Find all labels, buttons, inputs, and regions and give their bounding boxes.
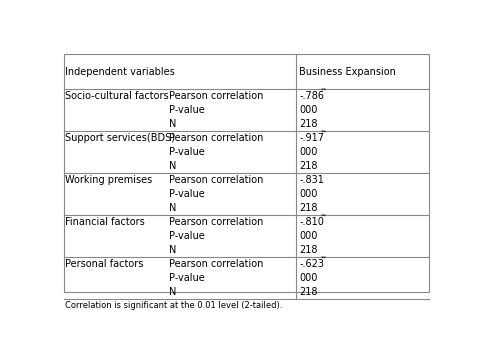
Text: 000: 000 [299, 105, 318, 115]
Text: Pearson correlation: Pearson correlation [170, 133, 264, 143]
Text: **: ** [320, 130, 327, 135]
Text: Financial factors: Financial factors [65, 217, 145, 227]
Text: N: N [170, 287, 177, 297]
Text: 218: 218 [299, 161, 318, 171]
Text: **: ** [320, 256, 327, 260]
Text: 218: 218 [299, 203, 318, 213]
Text: Personal factors: Personal factors [65, 259, 143, 269]
Text: -.831: -.831 [299, 175, 324, 185]
Text: Correlation is significant at the 0.01 level (2-tailed).: Correlation is significant at the 0.01 l… [65, 301, 282, 310]
Text: P-value: P-value [170, 189, 205, 199]
Text: -.917: -.917 [299, 133, 324, 143]
Text: Pearson correlation: Pearson correlation [170, 91, 264, 101]
Text: Pearson correlation: Pearson correlation [170, 217, 264, 227]
Text: P-value: P-value [170, 105, 205, 115]
Text: 000: 000 [299, 189, 318, 199]
Text: -.786: -.786 [299, 91, 324, 101]
Text: Support services(BDS): Support services(BDS) [65, 133, 175, 143]
Text: -.810: -.810 [299, 217, 324, 227]
Text: Independent variables: Independent variables [65, 67, 174, 77]
Text: Pearson correlation: Pearson correlation [170, 175, 264, 185]
Text: N: N [170, 203, 177, 213]
Text: 218: 218 [299, 287, 318, 297]
Text: **: ** [320, 214, 327, 219]
Text: 218: 218 [299, 245, 318, 255]
Text: P-value: P-value [170, 147, 205, 157]
Text: 000: 000 [299, 147, 318, 157]
Text: 000: 000 [299, 273, 318, 283]
Text: N: N [170, 161, 177, 171]
Text: -.623: -.623 [299, 259, 324, 269]
Text: Business Expansion: Business Expansion [299, 67, 396, 77]
Text: 000: 000 [299, 231, 318, 241]
Text: 218: 218 [299, 119, 318, 129]
Text: N: N [170, 245, 177, 255]
Text: Socio-cultural factors: Socio-cultural factors [65, 91, 168, 101]
Text: P-value: P-value [170, 273, 205, 283]
Text: Pearson correlation: Pearson correlation [170, 259, 264, 269]
Text: N: N [170, 119, 177, 129]
Text: P-value: P-value [170, 231, 205, 241]
Text: **: ** [320, 88, 327, 93]
Text: Working premises: Working premises [65, 175, 152, 185]
